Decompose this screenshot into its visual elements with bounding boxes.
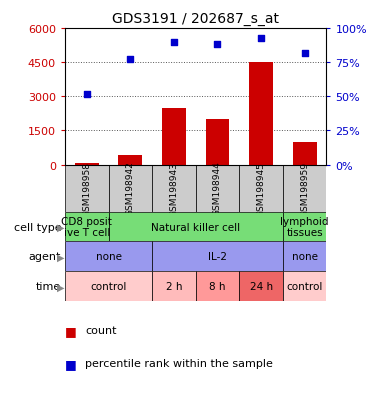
Text: ▶: ▶ [57, 282, 64, 292]
Bar [65, 272, 152, 301]
Text: ■: ■ [65, 324, 77, 337]
Text: GSM198942: GSM198942 [126, 161, 135, 216]
Bar [118, 156, 142, 165]
Text: GSM198944: GSM198944 [213, 161, 222, 216]
Text: 24 h: 24 h [250, 282, 273, 292]
Point [302, 50, 308, 57]
Text: IL-2: IL-2 [208, 252, 227, 262]
Text: control: control [286, 282, 323, 292]
Bar [249, 63, 273, 165]
Bar [283, 165, 326, 212]
Point [258, 35, 264, 42]
Text: agent: agent [29, 252, 61, 262]
Bar [283, 242, 326, 272]
Bar [293, 142, 317, 165]
Text: none: none [292, 252, 318, 262]
Text: CD8 posit
ive T cell: CD8 posit ive T cell [61, 216, 112, 238]
Text: 2 h: 2 h [166, 282, 182, 292]
Bar [65, 165, 109, 212]
Text: GSM198958: GSM198958 [82, 161, 91, 216]
Bar [109, 165, 152, 212]
Point [171, 39, 177, 46]
Bar [206, 120, 230, 165]
Text: GSM198945: GSM198945 [257, 161, 266, 216]
Text: none: none [95, 252, 122, 262]
Bar [196, 272, 239, 301]
Text: GSM198959: GSM198959 [300, 161, 309, 216]
Text: GDS3191 / 202687_s_at: GDS3191 / 202687_s_at [112, 12, 279, 26]
Bar [152, 242, 283, 272]
Text: count: count [85, 325, 117, 335]
Bar [109, 212, 283, 242]
Bar [152, 272, 196, 301]
Point [84, 91, 90, 97]
Bar [283, 272, 326, 301]
Bar [283, 212, 326, 242]
Bar [239, 272, 283, 301]
Text: ■: ■ [65, 357, 77, 370]
Text: lymphoid
tissues: lymphoid tissues [280, 216, 329, 238]
Text: Natural killer cell: Natural killer cell [151, 222, 240, 232]
Bar [65, 212, 109, 242]
Bar [239, 165, 283, 212]
Point [214, 42, 220, 49]
Text: ▶: ▶ [57, 222, 64, 232]
Bar [152, 165, 196, 212]
Bar [196, 165, 239, 212]
Bar [65, 242, 152, 272]
Point [127, 57, 133, 64]
Bar [75, 164, 99, 165]
Text: ▶: ▶ [57, 252, 64, 262]
Text: percentile rank within the sample: percentile rank within the sample [85, 358, 273, 368]
Text: cell type: cell type [14, 222, 61, 232]
Text: time: time [36, 282, 61, 292]
Text: GSM198943: GSM198943 [170, 161, 178, 216]
Bar [162, 108, 186, 165]
Text: control: control [90, 282, 127, 292]
Text: 8 h: 8 h [209, 282, 226, 292]
